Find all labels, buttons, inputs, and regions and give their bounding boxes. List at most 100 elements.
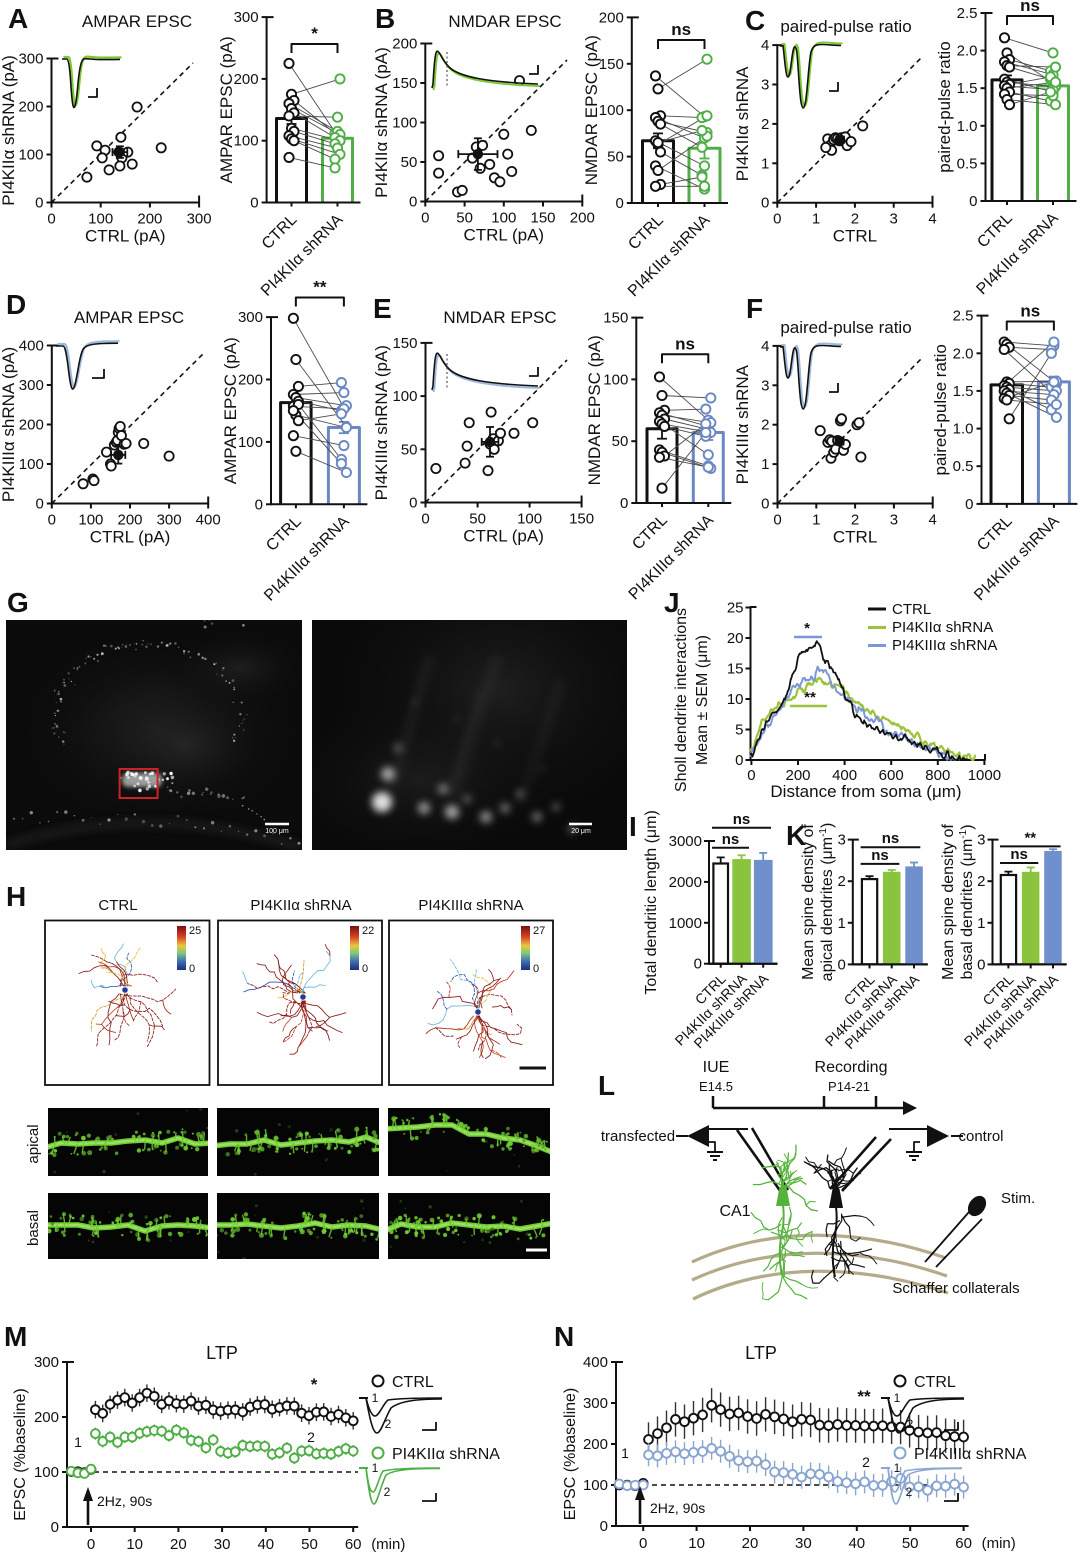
- svg-text:ns: ns: [671, 20, 691, 39]
- svg-text:200: 200: [19, 417, 44, 434]
- svg-text:**: **: [313, 278, 327, 297]
- svg-text:NMDAR EPSC (pA): NMDAR EPSC (pA): [582, 35, 601, 185]
- svg-text:CTRL: CTRL: [98, 897, 137, 914]
- svg-text:0: 0: [421, 511, 429, 528]
- svg-text:100 μm: 100 μm: [265, 828, 289, 835]
- svg-text:ns: ns: [882, 830, 900, 847]
- svg-text:2: 2: [761, 417, 769, 434]
- svg-text:PI4KIIIα shRNA: PI4KIIIα shRNA: [418, 897, 523, 914]
- svg-text:CTRL (pA): CTRL (pA): [90, 528, 171, 547]
- svg-text:D: D: [6, 289, 26, 320]
- svg-text:0: 0: [620, 495, 628, 512]
- svg-text:100: 100: [34, 1464, 59, 1481]
- svg-text:100: 100: [18, 147, 43, 164]
- svg-text:B: B: [375, 3, 395, 34]
- svg-text:PI4KIIα shRNA: PI4KIIα shRNA: [733, 66, 752, 181]
- svg-text:22: 22: [362, 925, 374, 937]
- svg-text:AMPAR EPSC (pA): AMPAR EPSC (pA): [217, 36, 236, 183]
- svg-text:PI4KIIIα shRNA: PI4KIIIα shRNA: [733, 364, 752, 484]
- svg-text:PI4KIIα shRNA: PI4KIIα shRNA: [392, 1446, 500, 1463]
- svg-text:1: 1: [74, 1434, 82, 1450]
- svg-text:0: 0: [600, 1518, 608, 1535]
- svg-text:ns: ns: [675, 334, 695, 353]
- svg-text:2.0: 2.0: [957, 43, 978, 60]
- svg-text:300: 300: [34, 1354, 59, 1371]
- svg-text:ns: ns: [1020, 302, 1040, 321]
- svg-text:1.0: 1.0: [953, 421, 974, 438]
- svg-text:G: G: [7, 587, 29, 618]
- svg-text:200: 200: [34, 1409, 59, 1426]
- svg-text:40: 40: [848, 1535, 865, 1552]
- svg-text:5: 5: [735, 722, 743, 739]
- svg-text:NMDAR EPSC: NMDAR EPSC: [448, 12, 561, 31]
- svg-text:300: 300: [19, 377, 44, 394]
- svg-text:27: 27: [533, 925, 545, 937]
- svg-text:1.5: 1.5: [953, 383, 974, 400]
- svg-text:150: 150: [392, 75, 417, 92]
- svg-text:2000: 2000: [669, 874, 702, 891]
- svg-text:0: 0: [747, 767, 755, 784]
- svg-text:Schaffer collaterals: Schaffer collaterals: [892, 1280, 1019, 1297]
- svg-text:50: 50: [301, 1536, 318, 1553]
- svg-text:50: 50: [469, 511, 486, 528]
- svg-text:0: 0: [250, 195, 258, 212]
- svg-text:EPSC (%baseline): EPSC (%baseline): [562, 1388, 579, 1521]
- svg-text:50: 50: [401, 441, 418, 458]
- svg-text:400: 400: [196, 512, 221, 529]
- svg-text:1: 1: [372, 1461, 379, 1475]
- svg-text:0: 0: [421, 210, 429, 227]
- svg-text:PI4KIIIα shRNA: PI4KIIIα shRNA: [914, 1446, 1027, 1463]
- svg-text:50: 50: [456, 210, 473, 227]
- svg-text:2Hz, 90s: 2Hz, 90s: [97, 1493, 152, 1509]
- svg-text:20: 20: [727, 630, 744, 647]
- svg-text:0: 0: [761, 496, 769, 513]
- svg-text:2: 2: [851, 211, 859, 228]
- svg-text:300: 300: [157, 512, 182, 529]
- svg-text:LTP: LTP: [745, 1343, 777, 1363]
- svg-text:M: M: [4, 1321, 27, 1352]
- svg-text:3: 3: [761, 377, 769, 394]
- svg-text:3: 3: [890, 512, 898, 529]
- svg-text:100: 100: [517, 511, 542, 528]
- svg-text:PI4KIIIα shRNA: PI4KIIIα shRNA: [892, 637, 997, 654]
- svg-text:100: 100: [603, 371, 628, 388]
- svg-text:NMDAR EPSC: NMDAR EPSC: [443, 308, 556, 327]
- svg-text:(min): (min): [982, 1535, 1016, 1552]
- svg-text:0.5: 0.5: [953, 458, 974, 475]
- svg-text:1: 1: [812, 211, 820, 228]
- svg-text:200: 200: [570, 210, 595, 227]
- svg-text:NMDAR EPSC (pA): NMDAR EPSC (pA): [585, 335, 604, 485]
- svg-text:50: 50: [612, 433, 629, 450]
- svg-text:0: 0: [694, 956, 702, 973]
- svg-text:150: 150: [569, 511, 594, 528]
- svg-text:30: 30: [214, 1536, 231, 1553]
- svg-text:paired-pulse ratio: paired-pulse ratio: [931, 344, 950, 475]
- svg-text:1.0: 1.0: [957, 118, 978, 135]
- svg-text:Recording: Recording: [815, 1059, 888, 1076]
- svg-text:60: 60: [345, 1536, 362, 1553]
- svg-text:E: E: [373, 293, 392, 324]
- svg-text:1: 1: [761, 456, 769, 473]
- svg-text:PI4KIIα shRNA: PI4KIIα shRNA: [892, 619, 993, 636]
- svg-text:2: 2: [837, 873, 845, 890]
- svg-text:30: 30: [795, 1535, 812, 1552]
- svg-text:0: 0: [189, 963, 195, 975]
- svg-text:ns: ns: [722, 831, 740, 848]
- svg-text:300: 300: [583, 1395, 608, 1412]
- svg-text:10: 10: [126, 1536, 143, 1553]
- svg-text:2: 2: [906, 1485, 913, 1499]
- svg-text:CTRL: CTRL: [392, 1374, 434, 1391]
- svg-text:ns: ns: [733, 811, 751, 828]
- svg-text:2: 2: [761, 116, 769, 133]
- svg-text:paired-pulse ratio: paired-pulse ratio: [935, 41, 954, 172]
- svg-text:20 μm: 20 μm: [571, 828, 591, 835]
- svg-text:1: 1: [812, 512, 820, 529]
- svg-text:apical dendrites (μm-1): apical dendrites (μm-1): [818, 823, 836, 982]
- svg-text:1: 1: [894, 1461, 901, 1475]
- svg-text:apical: apical: [25, 1124, 42, 1163]
- svg-text:2.5: 2.5: [953, 308, 974, 325]
- svg-text:50: 50: [902, 1535, 919, 1552]
- svg-text:2: 2: [851, 512, 859, 529]
- svg-text:150: 150: [530, 210, 555, 227]
- svg-text:2: 2: [385, 1417, 392, 1431]
